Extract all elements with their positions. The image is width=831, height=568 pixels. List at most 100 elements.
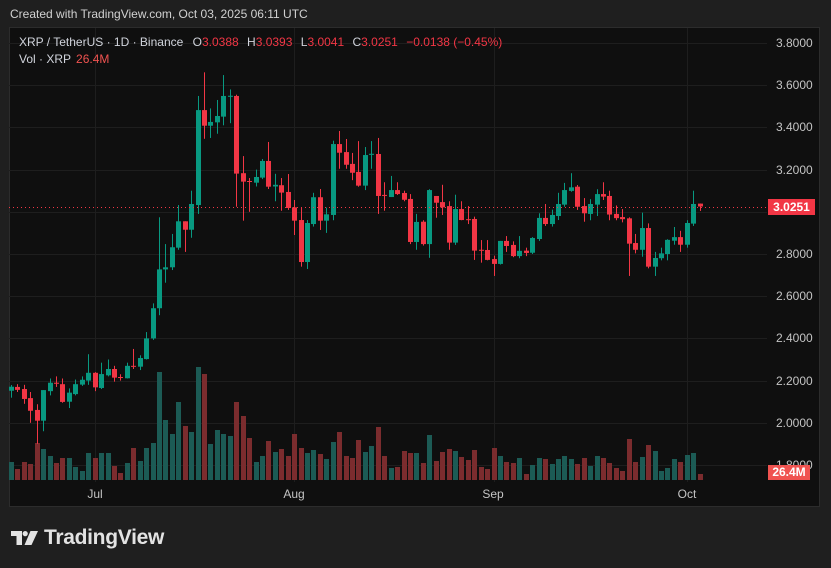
volume-bar bbox=[35, 443, 40, 480]
volume-bar bbox=[54, 463, 59, 480]
candle-body bbox=[588, 203, 593, 214]
volume-bar bbox=[305, 453, 310, 480]
volume-bar bbox=[86, 453, 91, 480]
volume-bar bbox=[266, 441, 271, 480]
volume-bar bbox=[569, 459, 574, 480]
price-tick: 2.8000 bbox=[776, 247, 813, 261]
volume-bar bbox=[382, 456, 387, 480]
candle-body bbox=[485, 249, 490, 260]
volume-bar bbox=[414, 453, 419, 480]
candle-body bbox=[614, 213, 619, 219]
candle-body bbox=[678, 237, 683, 245]
volume-bar bbox=[472, 450, 477, 480]
candle-wick bbox=[622, 209, 623, 223]
candle-body bbox=[537, 217, 542, 240]
candle-body bbox=[54, 382, 59, 384]
candle-wick bbox=[275, 173, 276, 202]
candle-body bbox=[67, 392, 72, 402]
candle-wick bbox=[358, 141, 359, 187]
candle-body bbox=[254, 176, 259, 183]
candle-body bbox=[698, 203, 703, 207]
candle-body bbox=[395, 190, 400, 195]
high-label: H bbox=[247, 35, 256, 49]
candle-body bbox=[144, 338, 149, 360]
candle-body bbox=[157, 269, 162, 309]
chart-legend: XRP / TetherUS · 1D · Binance O3.0388 H3… bbox=[19, 35, 502, 69]
volume-bar bbox=[202, 374, 207, 480]
candle-body bbox=[48, 382, 53, 392]
candle-body bbox=[389, 190, 394, 198]
logo-wordmark: TradingView bbox=[44, 526, 165, 549]
candle-body bbox=[640, 228, 645, 250]
volume-bar bbox=[504, 462, 509, 480]
volume-bar bbox=[151, 443, 156, 480]
candle-wick bbox=[519, 236, 520, 259]
volume-bar bbox=[60, 458, 65, 480]
volume-bar bbox=[395, 467, 400, 480]
volume-bar bbox=[279, 449, 284, 480]
candle-body bbox=[691, 203, 696, 224]
candle-body bbox=[189, 203, 194, 230]
volume-bar bbox=[106, 453, 111, 480]
candle-body bbox=[176, 221, 181, 248]
candle-body bbox=[498, 240, 503, 264]
tradingview-logo[interactable]: TradingView bbox=[11, 526, 164, 550]
volume-bar bbox=[176, 402, 181, 480]
volume-bar bbox=[402, 451, 407, 480]
candle-body bbox=[311, 197, 316, 225]
volume-bar bbox=[99, 453, 104, 480]
time-tick-sep: Sep bbox=[482, 487, 504, 501]
volume-bars bbox=[9, 367, 703, 480]
grid-lines bbox=[9, 28, 767, 482]
candle-body bbox=[620, 217, 625, 220]
candle-wick bbox=[571, 173, 572, 192]
candle-body bbox=[118, 377, 123, 379]
volume-bar bbox=[344, 456, 349, 480]
candle-body bbox=[530, 237, 535, 253]
candle-wick bbox=[397, 182, 398, 195]
price-tick: 2.4000 bbox=[776, 331, 813, 345]
volume-bar bbox=[9, 462, 14, 480]
candle-body bbox=[99, 374, 104, 388]
chart-frame[interactable] bbox=[9, 27, 820, 507]
volume-indicator-title[interactable]: Vol · XRP bbox=[19, 52, 72, 66]
volume-bar bbox=[286, 456, 291, 480]
candle-body bbox=[595, 194, 600, 205]
candle-body bbox=[151, 308, 156, 339]
volume-bar bbox=[575, 464, 580, 480]
candle-body bbox=[318, 197, 323, 221]
volume-bar bbox=[363, 452, 368, 480]
created-with-caption: Created with TradingView.com, Oct 03, 20… bbox=[10, 7, 308, 21]
candle-wick bbox=[384, 182, 385, 211]
candle-body bbox=[369, 153, 374, 155]
candle-body bbox=[466, 219, 471, 221]
volume-bar bbox=[318, 454, 323, 480]
volume-bar bbox=[601, 458, 606, 480]
candle-wick bbox=[185, 221, 186, 252]
volume-bar bbox=[653, 451, 658, 480]
time-tick-oct: Oct bbox=[677, 487, 697, 501]
volume-bar bbox=[620, 471, 625, 480]
candle-body bbox=[86, 372, 91, 381]
candle-body bbox=[202, 110, 207, 126]
candle-body bbox=[15, 386, 20, 390]
volume-bar bbox=[466, 460, 471, 480]
candle-body bbox=[511, 244, 516, 257]
candle-body bbox=[22, 389, 27, 399]
candle-body bbox=[273, 184, 278, 187]
symbol-title[interactable]: XRP / TetherUS · 1D · Binance bbox=[19, 35, 184, 49]
candle-wick bbox=[442, 184, 443, 215]
candle-body bbox=[163, 267, 168, 270]
candle-body bbox=[550, 214, 555, 225]
volume-bar bbox=[550, 464, 555, 480]
candle-wick bbox=[243, 156, 244, 221]
volume-bar bbox=[196, 367, 201, 480]
volume-bar bbox=[324, 459, 329, 480]
candle-wick bbox=[133, 348, 134, 369]
candle-body bbox=[356, 171, 361, 186]
candle-wick bbox=[204, 72, 205, 139]
volume-bar bbox=[73, 467, 78, 480]
candle-body bbox=[73, 384, 78, 395]
